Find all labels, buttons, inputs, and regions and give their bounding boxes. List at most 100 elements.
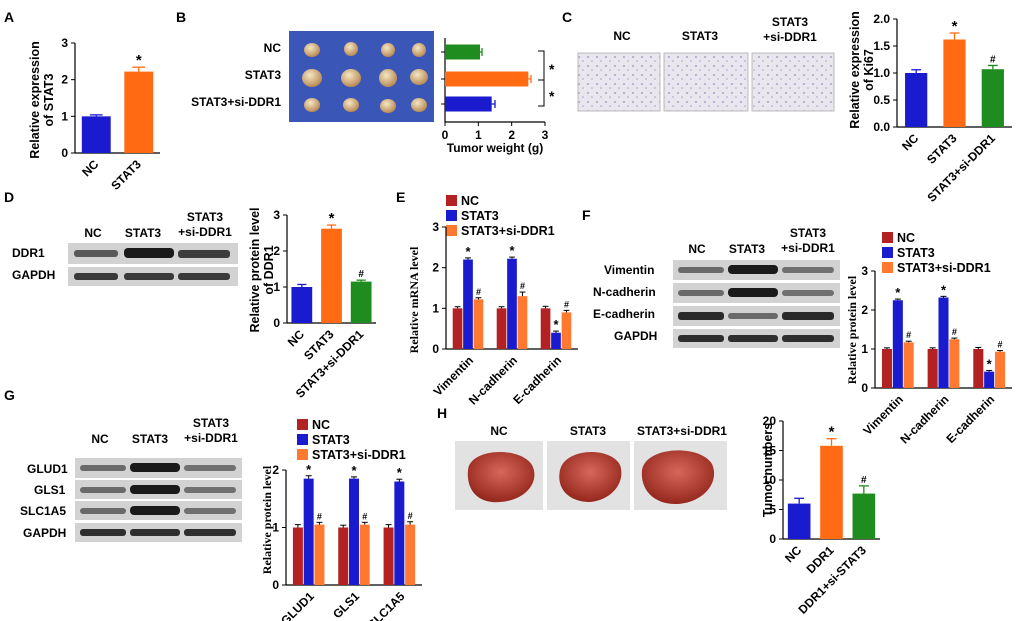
panel-e-legend-label: STAT3 — [461, 209, 499, 223]
panel-g-significance-mark: * — [351, 463, 357, 478]
panel-c-significance-mark: # — [990, 54, 996, 65]
panel-h-ytick-label: 10 — [763, 473, 777, 487]
ki67-image-stat3 — [663, 52, 749, 112]
panel-f-bar — [892, 300, 903, 388]
panel-h-bar — [787, 503, 811, 539]
panel-h-ylabel: Tumor numbers — [761, 423, 775, 517]
panel-label-f: F — [582, 207, 591, 223]
panel-f-bar — [949, 339, 960, 388]
panel-f-band-gapdh: GAPDH — [614, 329, 657, 343]
panel-e-ylabel: Relative mRNA level — [407, 246, 421, 353]
panel-a-bar — [124, 71, 154, 153]
panel-f-ytick-label: 0 — [861, 381, 868, 395]
panel-a-chart: Relative expression of STAT3 0 1 2 3 NC * STAT… — [28, 36, 160, 193]
panel-e-bar — [517, 296, 528, 349]
panel-c-significance-mark: * — [952, 18, 958, 35]
tumor-row-si — [304, 98, 427, 113]
panel-f-ytick-label: 3 — [861, 264, 868, 278]
panel-c-ytick-label: 2.0 — [873, 12, 890, 26]
panel-h-bar — [820, 445, 843, 539]
panel-b-row-stat3: STAT3 — [245, 68, 282, 82]
panel-c-bar — [981, 69, 1004, 127]
panel-b-xtick-label: 1 — [475, 128, 482, 142]
panel-d-ytick-label: 3 — [273, 208, 280, 222]
panel-d-category-label: NC — [285, 327, 307, 349]
panel-e-category-label: Vimentin — [431, 353, 477, 399]
panel-g-col-stat3: STAT3 — [132, 432, 169, 446]
panel-f-ylabel: Relative protein level — [845, 275, 859, 384]
panel-h-col-si: STAT3+si-DDR1 — [637, 424, 727, 438]
panel-a-category-label: STAT3 — [108, 157, 144, 193]
panel-g-bar — [338, 527, 349, 585]
panel-f-bar — [973, 349, 984, 388]
panel-g-bar — [349, 478, 359, 585]
panel-d-ylabel: Relative protein level — [248, 207, 262, 332]
panel-f-significance-mark: * — [941, 282, 947, 297]
panel-d-ytick-label: 1 — [273, 280, 280, 294]
tumor-row-nc — [304, 42, 426, 57]
panel-d-significance-mark: * — [329, 210, 335, 227]
panel-g-bar — [394, 481, 405, 585]
panel-e-bar — [507, 258, 517, 349]
panel-a-ylabel-2: of STAT3 — [42, 73, 56, 126]
panel-a-ytick-label: 3 — [61, 36, 68, 50]
panel-g-bar — [405, 524, 416, 585]
panel-f-bar — [984, 371, 995, 388]
panel-e-legend-swatch — [446, 210, 457, 221]
panel-g-bar — [314, 524, 325, 585]
panel-e-category-label: E-cadherin — [510, 353, 564, 407]
panel-c-ytick-label: 0.5 — [873, 93, 890, 107]
panel-e-bar — [540, 308, 551, 349]
panel-g-legend-swatch — [297, 434, 308, 445]
panel-g-legend-label: STAT3+si-DDR1 — [312, 448, 406, 462]
panel-f-legend-swatch — [882, 232, 893, 243]
panel-e-significance-mark: * — [509, 243, 515, 258]
panel-g-col-si-2: +si-DDR1 — [184, 431, 238, 445]
panel-h-category-label: NC — [782, 543, 804, 565]
panel-f-bar — [927, 349, 938, 388]
panel-f-col-nc: NC — [688, 242, 706, 256]
panel-a-ytick-label: 1 — [61, 109, 68, 123]
panel-d: NC STAT3 STAT3 +si-DDR1 DDR1 GAPDH Relat… — [12, 207, 376, 401]
panel-f-col-si-1: STAT3 — [790, 226, 827, 240]
tumor-row-stat3 — [302, 69, 428, 87]
panel-f-category-label: N-cadherin — [897, 392, 951, 446]
panel-f-significance-mark: # — [998, 340, 1003, 350]
panel-e-significance-mark: # — [476, 287, 481, 297]
panel-f-ytick-label: 1 — [861, 342, 868, 356]
panel-g-legend-swatch — [297, 449, 308, 460]
panel-c-col-stat3: STAT3 — [682, 29, 719, 43]
panel-d-significance-mark: # — [358, 269, 364, 280]
panel-a-ytick-label: 0 — [61, 146, 68, 160]
panel-b-bar — [445, 71, 529, 87]
panel-e-bar — [452, 308, 463, 349]
panel-g-bar — [303, 478, 314, 585]
panel-b-row-si: STAT3+si-DDR1 — [191, 95, 281, 109]
panel-c: NC STAT3 STAT3 +si-DDR1 Relative express… — [577, 11, 1012, 205]
blot-g — [75, 458, 242, 542]
panel-e-bar — [473, 299, 484, 349]
panel-e-significance-mark: * — [465, 244, 471, 259]
panel-g-legend-swatch — [297, 419, 308, 430]
panel-f-legend-label: STAT3 — [897, 246, 935, 260]
panel-g-band-gapdh: GAPDH — [23, 526, 66, 540]
panel-g-band-slc1a5: SLC1A5 — [20, 504, 66, 518]
panel-g-category-label: GLUD1 — [278, 589, 317, 621]
panel-label-g: G — [4, 387, 15, 403]
panel-e-significance-mark: # — [564, 299, 569, 309]
panel-f-col-si-2: +si-DDR1 — [781, 241, 835, 255]
panel-h-ytick-label: 5 — [769, 503, 776, 517]
ki67-image-nc — [577, 52, 661, 112]
panel-g-significance-mark: # — [408, 511, 413, 521]
panel-d-col-nc: NC — [84, 226, 102, 240]
panel-g-ytick-label: 0 — [272, 578, 279, 592]
panel-g-band-gls1: GLS1 — [34, 483, 66, 497]
panel-g-significance-mark: # — [362, 511, 367, 521]
panel-h-ytick-label: 0 — [769, 532, 776, 546]
panel-h: NC STAT3 STAT3+si-DDR1 Tumor numbers 0 5 1… — [455, 414, 880, 617]
panel-d-col-si-1: STAT3 — [187, 210, 224, 224]
panel-b-xlabel: Tumor weight (g) — [447, 141, 543, 155]
panel-label-b: B — [176, 9, 186, 25]
panel-e-legend-swatch — [446, 195, 457, 206]
panel-f-bar — [994, 351, 1006, 388]
